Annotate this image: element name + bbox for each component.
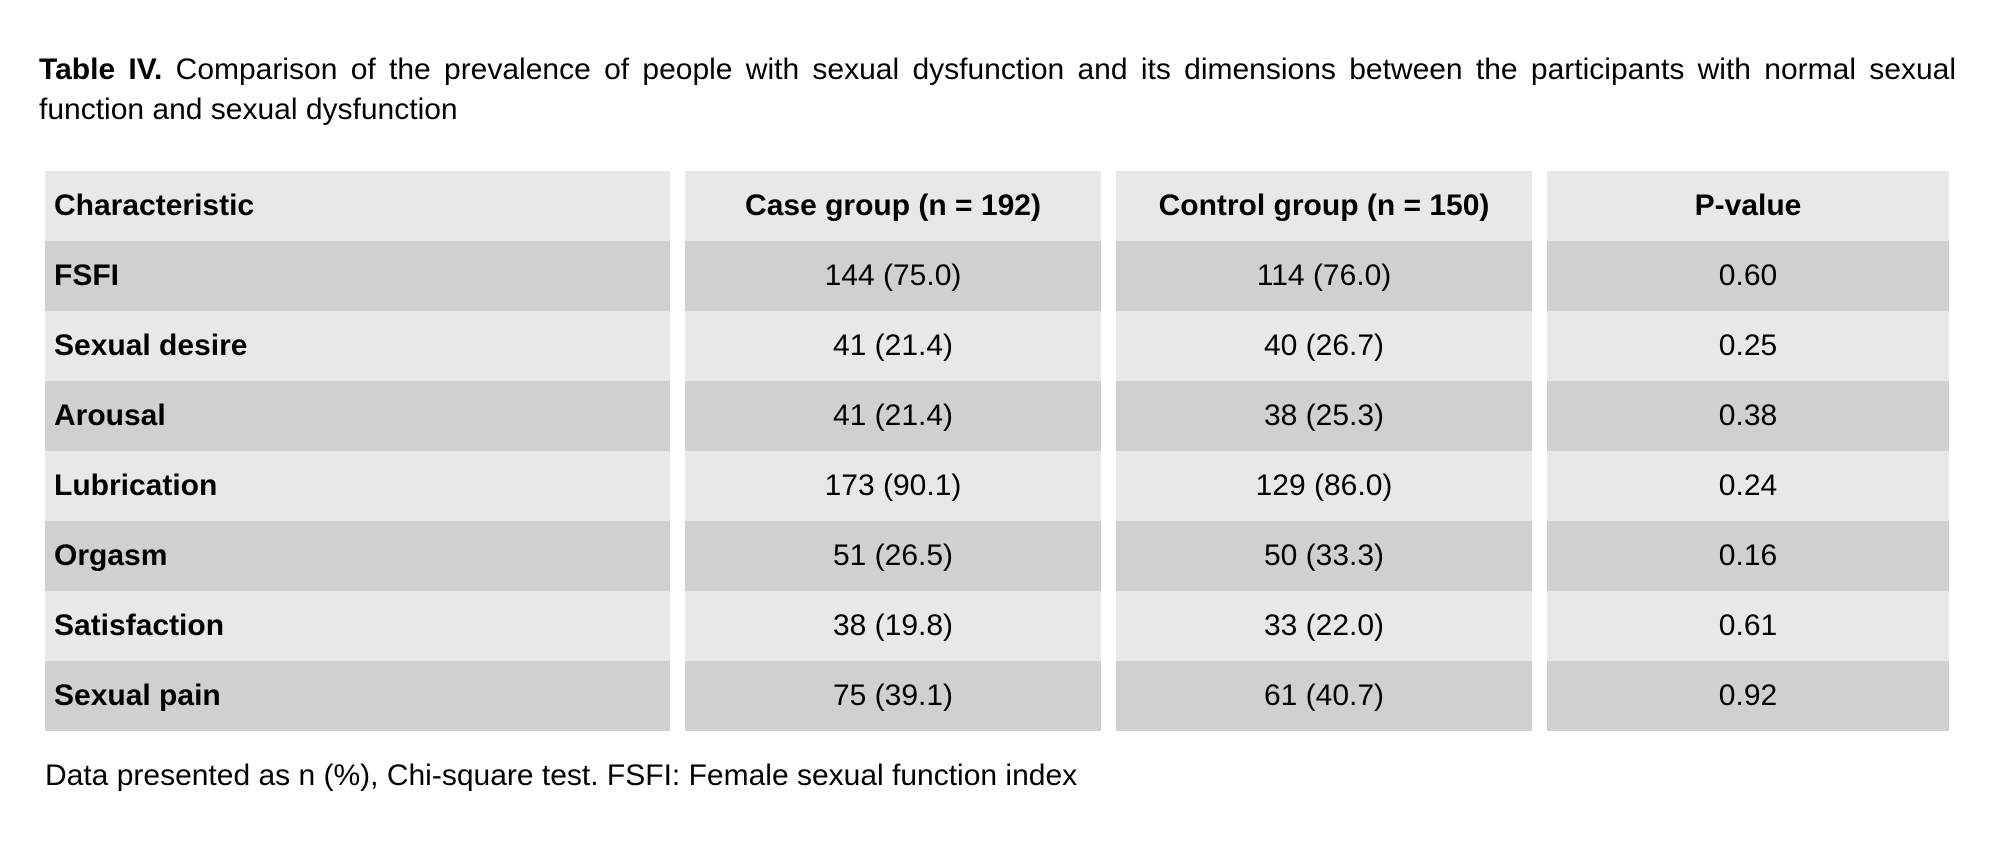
row-label-satisfaction: Satisfaction (45, 591, 670, 661)
cell-case-sexual-pain: 75 (39.1) (685, 661, 1101, 731)
cell-case-fsfi: 144 (75.0) (685, 241, 1101, 311)
cell-control-sexual-desire: 40 (26.7) (1116, 311, 1532, 381)
cell-case-arousal: 41 (21.4) (685, 381, 1101, 451)
cell-control-lubrication: 129 (86.0) (1116, 451, 1532, 521)
row-label-sexual-pain: Sexual pain (45, 661, 670, 731)
table-footnote: Data presented as n (%), Chi-square test… (45, 759, 1078, 792)
cell-pvalue-sexual-pain: 0.92 (1547, 661, 1949, 731)
cell-pvalue-lubrication: 0.24 (1547, 451, 1949, 521)
cell-control-sexual-pain: 61 (40.7) (1116, 661, 1532, 731)
cell-control-arousal: 38 (25.3) (1116, 381, 1532, 451)
cell-case-satisfaction: 38 (19.8) (685, 591, 1101, 661)
cell-pvalue-satisfaction: 0.61 (1547, 591, 1949, 661)
header-control-group: Control group (n = 150) (1116, 171, 1532, 241)
row-label-arousal: Arousal (45, 381, 670, 451)
row-label-sexual-desire: Sexual desire (45, 311, 670, 381)
cell-control-satisfaction: 33 (22.0) (1116, 591, 1532, 661)
table-caption: Table IV. Comparison of the prevalence o… (39, 50, 1956, 130)
cell-case-orgasm: 51 (26.5) (685, 521, 1101, 591)
caption-text: Comparison of the prevalence of people w… (39, 53, 1956, 126)
row-label-orgasm: Orgasm (45, 521, 670, 591)
row-label-lubrication: Lubrication (45, 451, 670, 521)
cell-case-sexual-desire: 41 (21.4) (685, 311, 1101, 381)
cell-pvalue-orgasm: 0.16 (1547, 521, 1949, 591)
cell-control-orgasm: 50 (33.3) (1116, 521, 1532, 591)
cell-pvalue-arousal: 0.38 (1547, 381, 1949, 451)
data-table: Characteristic Case group (n = 192) Cont… (45, 171, 1949, 731)
caption-label: Table IV. (39, 53, 163, 86)
cell-pvalue-sexual-desire: 0.25 (1547, 311, 1949, 381)
header-characteristic: Characteristic (45, 171, 670, 241)
cell-case-lubrication: 173 (90.1) (685, 451, 1101, 521)
cell-control-fsfi: 114 (76.0) (1116, 241, 1532, 311)
header-p-value: P-value (1547, 171, 1949, 241)
row-label-fsfi: FSFI (45, 241, 670, 311)
header-case-group: Case group (n = 192) (685, 171, 1101, 241)
cell-pvalue-fsfi: 0.60 (1547, 241, 1949, 311)
